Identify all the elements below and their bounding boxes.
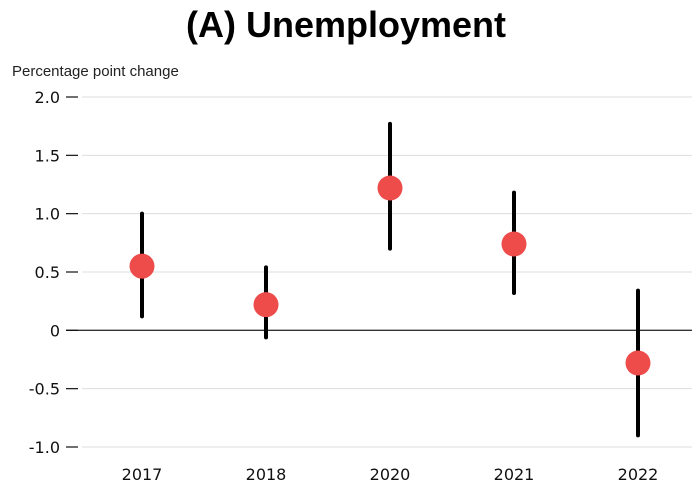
y-tick-label: 2.0 — [35, 88, 60, 107]
y-tick-label: 0 — [50, 321, 60, 340]
y-tick-label: 0.5 — [35, 263, 60, 282]
y-axis-label: Percentage point change — [12, 63, 179, 80]
x-tick-label: 2017 — [122, 465, 163, 484]
data-point — [253, 292, 279, 318]
y-tick-label: 1.0 — [35, 205, 60, 224]
x-tick-label: 2022 — [618, 465, 659, 484]
data-point — [377, 175, 403, 201]
chart-title: (A) Unemployment — [185, 4, 506, 45]
x-tick-label: 2020 — [370, 465, 411, 484]
data-point — [625, 350, 651, 376]
y-tick-label: -1.0 — [29, 438, 60, 457]
x-axis-ticks: 2017 2018 2020 2021 2022 — [122, 465, 659, 484]
y-tick-label: -0.5 — [29, 380, 60, 399]
y-axis-ticks: 2.0 1.5 1.0 0.5 0 -0.5 -1.0 — [29, 88, 78, 457]
x-tick-label: 2018 — [246, 465, 287, 484]
data-point — [501, 231, 527, 257]
y-tick-label: 1.5 — [35, 146, 60, 165]
grid-lines — [66, 96, 692, 448]
data-points — [129, 175, 651, 376]
x-tick-label: 2021 — [494, 465, 535, 484]
data-point — [129, 253, 155, 279]
